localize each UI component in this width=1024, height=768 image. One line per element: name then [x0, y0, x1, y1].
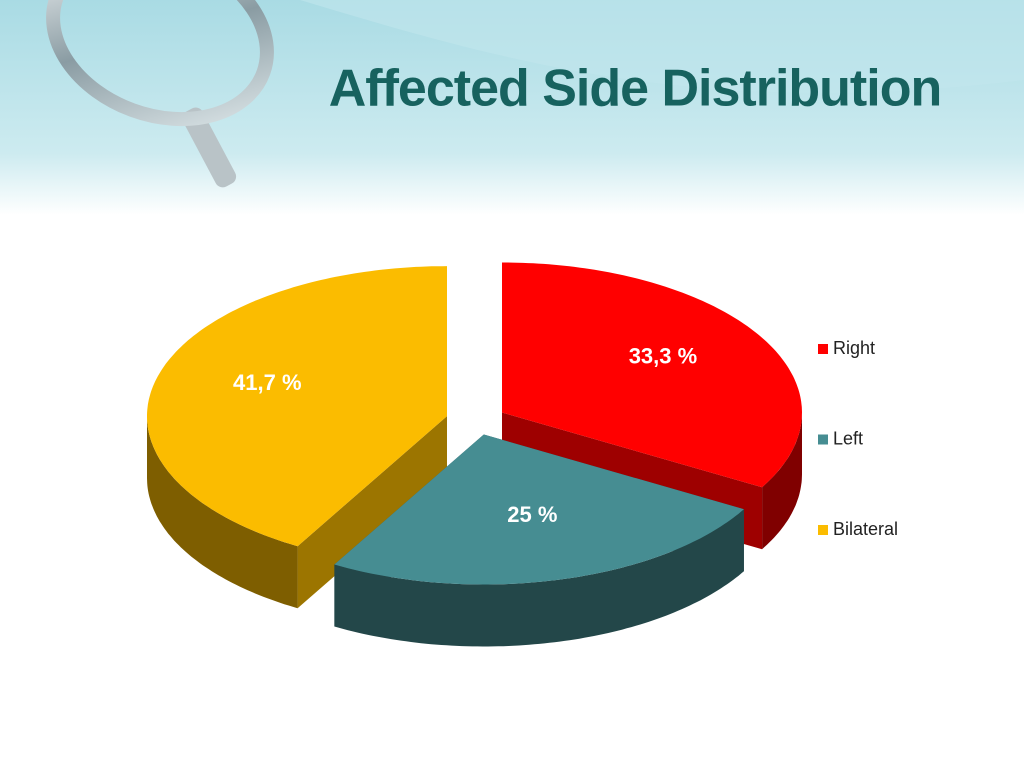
legend-label: Right — [833, 338, 875, 358]
slice-side — [147, 416, 298, 609]
slice-side — [297, 416, 447, 609]
slice — [334, 434, 744, 647]
magnifier — [46, 0, 274, 188]
slice — [147, 266, 447, 609]
background-swoosh — [300, 0, 1024, 93]
slice — [334, 434, 744, 585]
data-label: 25 % — [507, 502, 557, 527]
slice — [147, 266, 447, 547]
slice-side — [334, 509, 744, 647]
legend-label: Bilateral — [833, 519, 898, 539]
legend-swatch — [818, 344, 828, 354]
legend-label: Left — [833, 428, 863, 448]
data-label: 41,7 % — [233, 370, 302, 395]
data-label: 33,3 % — [629, 344, 698, 369]
slice — [502, 262, 802, 488]
legend-swatch — [818, 434, 828, 445]
legend-swatch — [818, 525, 828, 535]
slice-side — [762, 412, 802, 550]
chart-title: Affected Side Distribution — [329, 60, 941, 118]
